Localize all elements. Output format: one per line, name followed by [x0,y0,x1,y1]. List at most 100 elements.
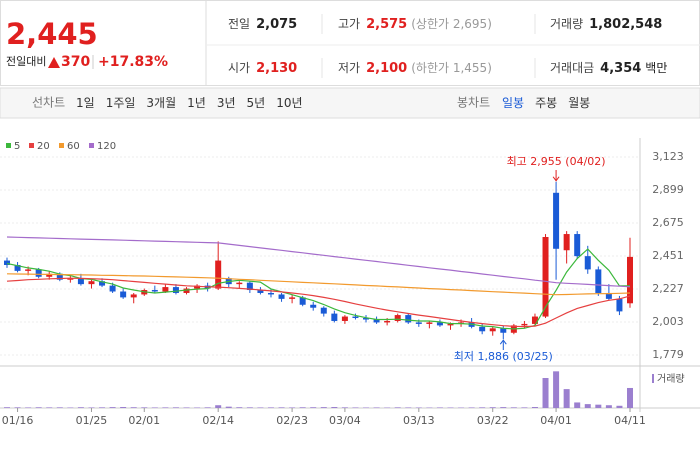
candle-body [331,313,338,321]
stat-label: 저가 [338,61,360,75]
candle-body [120,291,127,298]
y-tick-label: 1,779 [652,348,684,361]
candle-body [521,323,528,326]
candle-body [46,273,53,277]
volume-bar [289,407,296,408]
volume-bar [605,405,612,408]
candle-body [531,316,538,324]
stat-note: (하한가 1,455) [411,61,492,75]
candle-body [394,315,401,321]
volume-bar [204,407,211,408]
candle-period-buttons: 일봉 주봉 월봉 [502,96,590,110]
volume-bar [553,371,560,408]
legend-label: 20 [37,141,50,152]
candle-body [542,236,549,317]
period-button[interactable]: 10년 [276,96,302,110]
period-button[interactable]: 1일 [76,96,95,110]
line-chart-label[interactable]: 선차트 [32,96,65,110]
period-button[interactable]: 5년 [247,96,266,110]
nav-bar [0,87,700,119]
volume-bar [563,389,570,408]
stat-value: 1,802,548 [589,17,662,32]
volume-bar [25,407,32,408]
candle-body [384,320,391,323]
volume-bar [394,407,401,408]
change-label: 전일대비 [6,54,46,68]
stat: 전일 2,075 [228,17,297,32]
moving-average-line [6,236,631,288]
candle-period-button[interactable]: 월봉 [568,96,590,110]
candle-body [4,260,10,265]
period-button[interactable]: 3개월 [146,96,176,110]
candle-body [436,322,443,326]
legend-label: 120 [97,141,116,152]
current-price: 2,445 [6,17,98,51]
volume-bar [320,407,327,408]
header-frame [0,0,700,86]
x-tick-label: 03/22 [477,414,509,427]
y-tick-label: 2,227 [652,282,684,295]
x-tick-label: 02/14 [202,414,234,427]
change-pct: +17.83% [98,54,168,70]
candle-body [162,287,169,292]
candle-body [289,297,296,299]
legend-label: 60 [67,141,80,152]
volume-bar [574,402,581,408]
candle-chart-label[interactable]: 봉차트 [457,96,490,110]
stat-label: 거래대금 [550,61,594,75]
candle-body [130,294,137,298]
volume-bar [627,387,633,408]
candle-body [236,282,243,285]
candle-body [553,192,560,249]
period-button[interactable]: 1주일 [106,96,136,110]
stat-label: 고가 [338,17,360,31]
legend-swatch [29,143,34,148]
volume-bar [363,407,370,408]
volume-bar [468,407,475,408]
volume-bar [99,407,106,408]
period-button[interactable]: 1년 [187,96,206,110]
stat-value: 2,100 [366,61,407,76]
legend-swatch [89,143,94,148]
candle-body [25,269,32,271]
candle-body [616,298,623,312]
y-tick-label: 2,675 [652,216,684,229]
candle-body [595,269,602,293]
x-tick-label: 01/16 [2,414,34,427]
candle-body [99,281,106,286]
period-buttons: 1일 1주일 3개월 1년 3년 5년 10년 [76,96,303,110]
candle-body [447,323,454,326]
volume-bar [120,407,127,408]
candle-body [489,328,496,332]
moving-average-line [6,273,631,296]
candle-period-button[interactable]: 주봉 [535,96,557,110]
candle-body [479,326,486,332]
volume-bar [542,378,549,408]
up-arrow [48,57,60,68]
x-tick-label: 02/01 [128,414,160,427]
volume-bar [510,407,517,408]
x-tick-label: 03/13 [403,414,435,427]
volume-bar [246,407,253,408]
volume-bar [267,407,274,408]
volume-bar [299,407,306,408]
x-tick-label: 01/25 [76,414,108,427]
candle-body [352,316,359,319]
volume-bar [415,407,422,408]
high-arrow-head [552,176,560,182]
candle-body [267,292,274,295]
volume-bar [531,407,538,408]
candle-period-button[interactable]: 일봉 [502,96,524,110]
volume-bar [436,407,443,408]
period-button[interactable]: 3년 [217,96,236,110]
candle-body [299,297,306,305]
candle-body [373,319,380,323]
candle-body [627,256,633,304]
volume-bar [521,407,528,408]
stat-note: (상한가 2,695) [411,17,492,31]
stat-value: 4,354 [600,61,641,76]
volume-bar [215,405,222,408]
stat: 고가 2,575 (상한가 2,695) [338,17,492,32]
candle-body [77,278,84,285]
